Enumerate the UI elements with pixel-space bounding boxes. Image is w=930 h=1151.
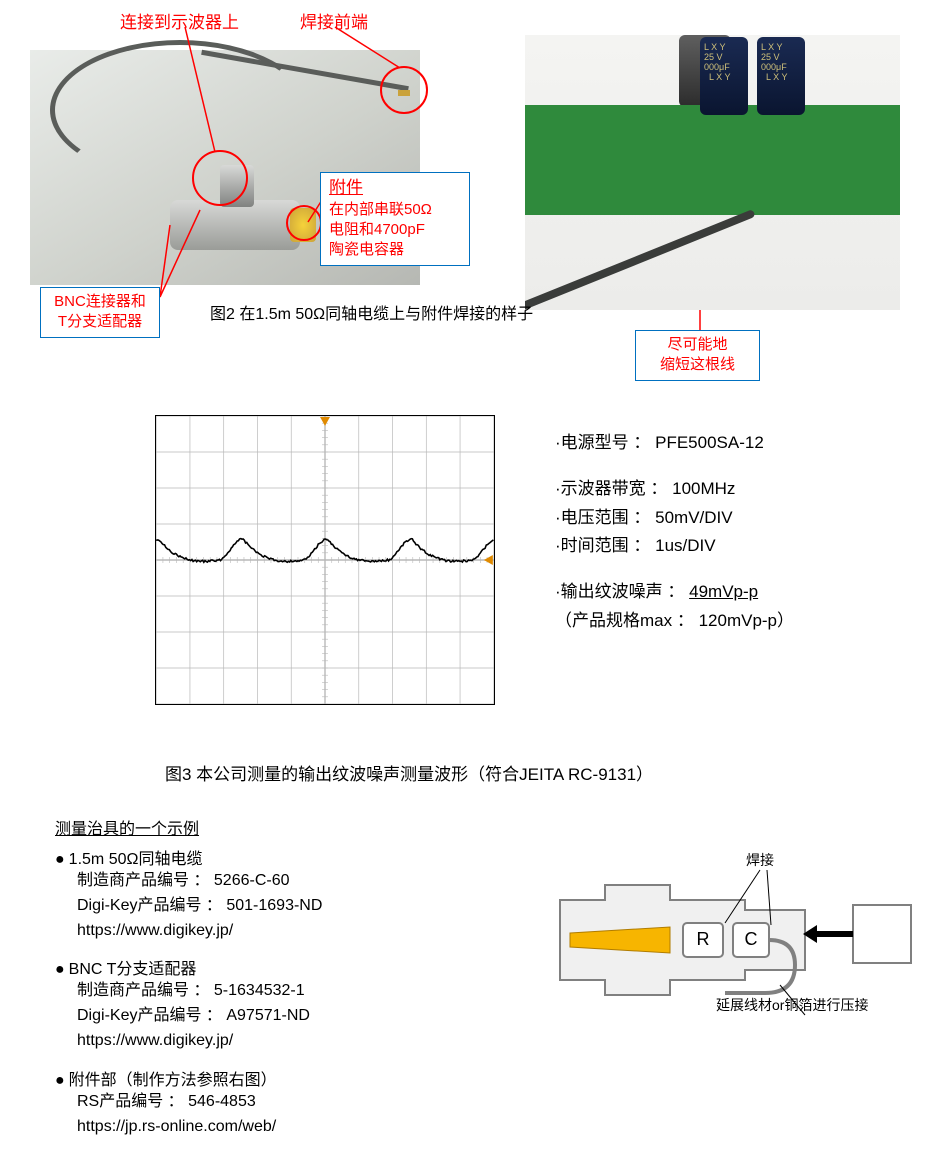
label-connect-scope: 连接到示波器上 xyxy=(120,8,239,33)
spec-max-value: 120mVp-p） xyxy=(699,611,794,630)
figure2-caption: 图2 在1.5m 50Ω同轴电缆上与附件焊接的样子 xyxy=(210,300,533,324)
jig-item-line: 制造商产品编号 ： 5-1634532-1 xyxy=(77,979,535,1004)
jig-item-line: RS产品编号 ： 546-4853 xyxy=(77,1090,535,1115)
jig-example-section: 测量治具的一个示例 1.5m 50Ω同轴电缆制造商产品编号 ： 5266-C-6… xyxy=(55,815,535,1151)
spec-model-label: ·电源型号 ： xyxy=(555,433,650,452)
callout-box-attachment: 附件 在内部串联50Ω 电阻和4700pF 陶瓷电容器 xyxy=(320,172,470,266)
spec-time-label: ·时间范围 ： xyxy=(555,536,650,555)
jig-heading: 测量治具的一个示例 xyxy=(55,815,535,839)
callout-box-bnc: BNC连接器和 T分支适配器 xyxy=(40,287,160,338)
svg-text:R: R xyxy=(697,929,710,949)
diagram-label-crimp: 延展线材or铜箔进行压接 xyxy=(716,995,868,1015)
photo-pcb: L X Y 25 V 000μF L X Y L X Y 25 V 000μF … xyxy=(525,35,900,310)
figure3-caption: 图3 本公司测量的输出纹波噪声测量波形（符合JEITA RC-9131） xyxy=(165,760,653,785)
spec-model-value: PFE500SA-12 xyxy=(655,433,764,452)
spec-ripple-label: ·输出纹波噪声 ： xyxy=(555,582,684,601)
spec-time-value: 1us/DIV xyxy=(655,536,715,555)
callout-circle-tip xyxy=(380,66,428,114)
jig-item-line: https://www.digikey.jp/ xyxy=(77,1029,535,1054)
jig-item-line: Digi-Key产品编号 ： A97571-ND xyxy=(77,1004,535,1029)
measurement-specs: ·电源型号 ： PFE500SA-12 ·示波器带宽 ： 100MHz ·电压范… xyxy=(555,430,794,636)
spec-bw-label: ·示波器带宽 ： xyxy=(555,479,667,498)
label-solder-tip: 焊接前端 xyxy=(300,8,368,33)
jig-item-title: 1.5m 50Ω同轴电缆 xyxy=(55,845,535,869)
spec-volt-value: 50mV/DIV xyxy=(655,508,732,527)
jig-item-line: 制造商产品编号 ： 5266-C-60 xyxy=(77,869,535,894)
callout-box-shorten: 尽可能地 缩短这根线 xyxy=(635,330,760,381)
jig-item: 附件部（制作方法参照右图）RS产品编号 ： 546-4853https://jp… xyxy=(55,1066,535,1140)
jig-item: 1.5m 50Ω同轴电缆制造商产品编号 ： 5266-C-60Digi-Key产… xyxy=(55,845,535,943)
oscilloscope-waveform xyxy=(155,415,495,705)
jig-item: BNC T分支适配器制造商产品编号 ： 5-1634532-1Digi-Key产… xyxy=(55,955,535,1053)
jig-item-title: 附件部（制作方法参照右图） xyxy=(55,1066,535,1090)
jig-item-line: https://jp.rs-online.com/web/ xyxy=(77,1115,535,1140)
spec-max-label: （产品规格max ： xyxy=(555,611,694,630)
jig-item-line: Digi-Key产品编号 ： 501-1693-ND xyxy=(77,894,535,919)
spec-ripple-value: 49mVp-p xyxy=(689,582,758,601)
jig-item-line: https://www.digikey.jp/ xyxy=(77,919,535,944)
spec-bw-value: 100MHz xyxy=(672,479,735,498)
svg-text:C: C xyxy=(745,929,758,949)
spec-volt-label: ·电压范围 ： xyxy=(555,508,650,527)
callout-circle-bnc-top xyxy=(192,150,248,206)
jig-item-title: BNC T分支适配器 xyxy=(55,955,535,979)
callout-circle-attachment xyxy=(286,205,322,241)
